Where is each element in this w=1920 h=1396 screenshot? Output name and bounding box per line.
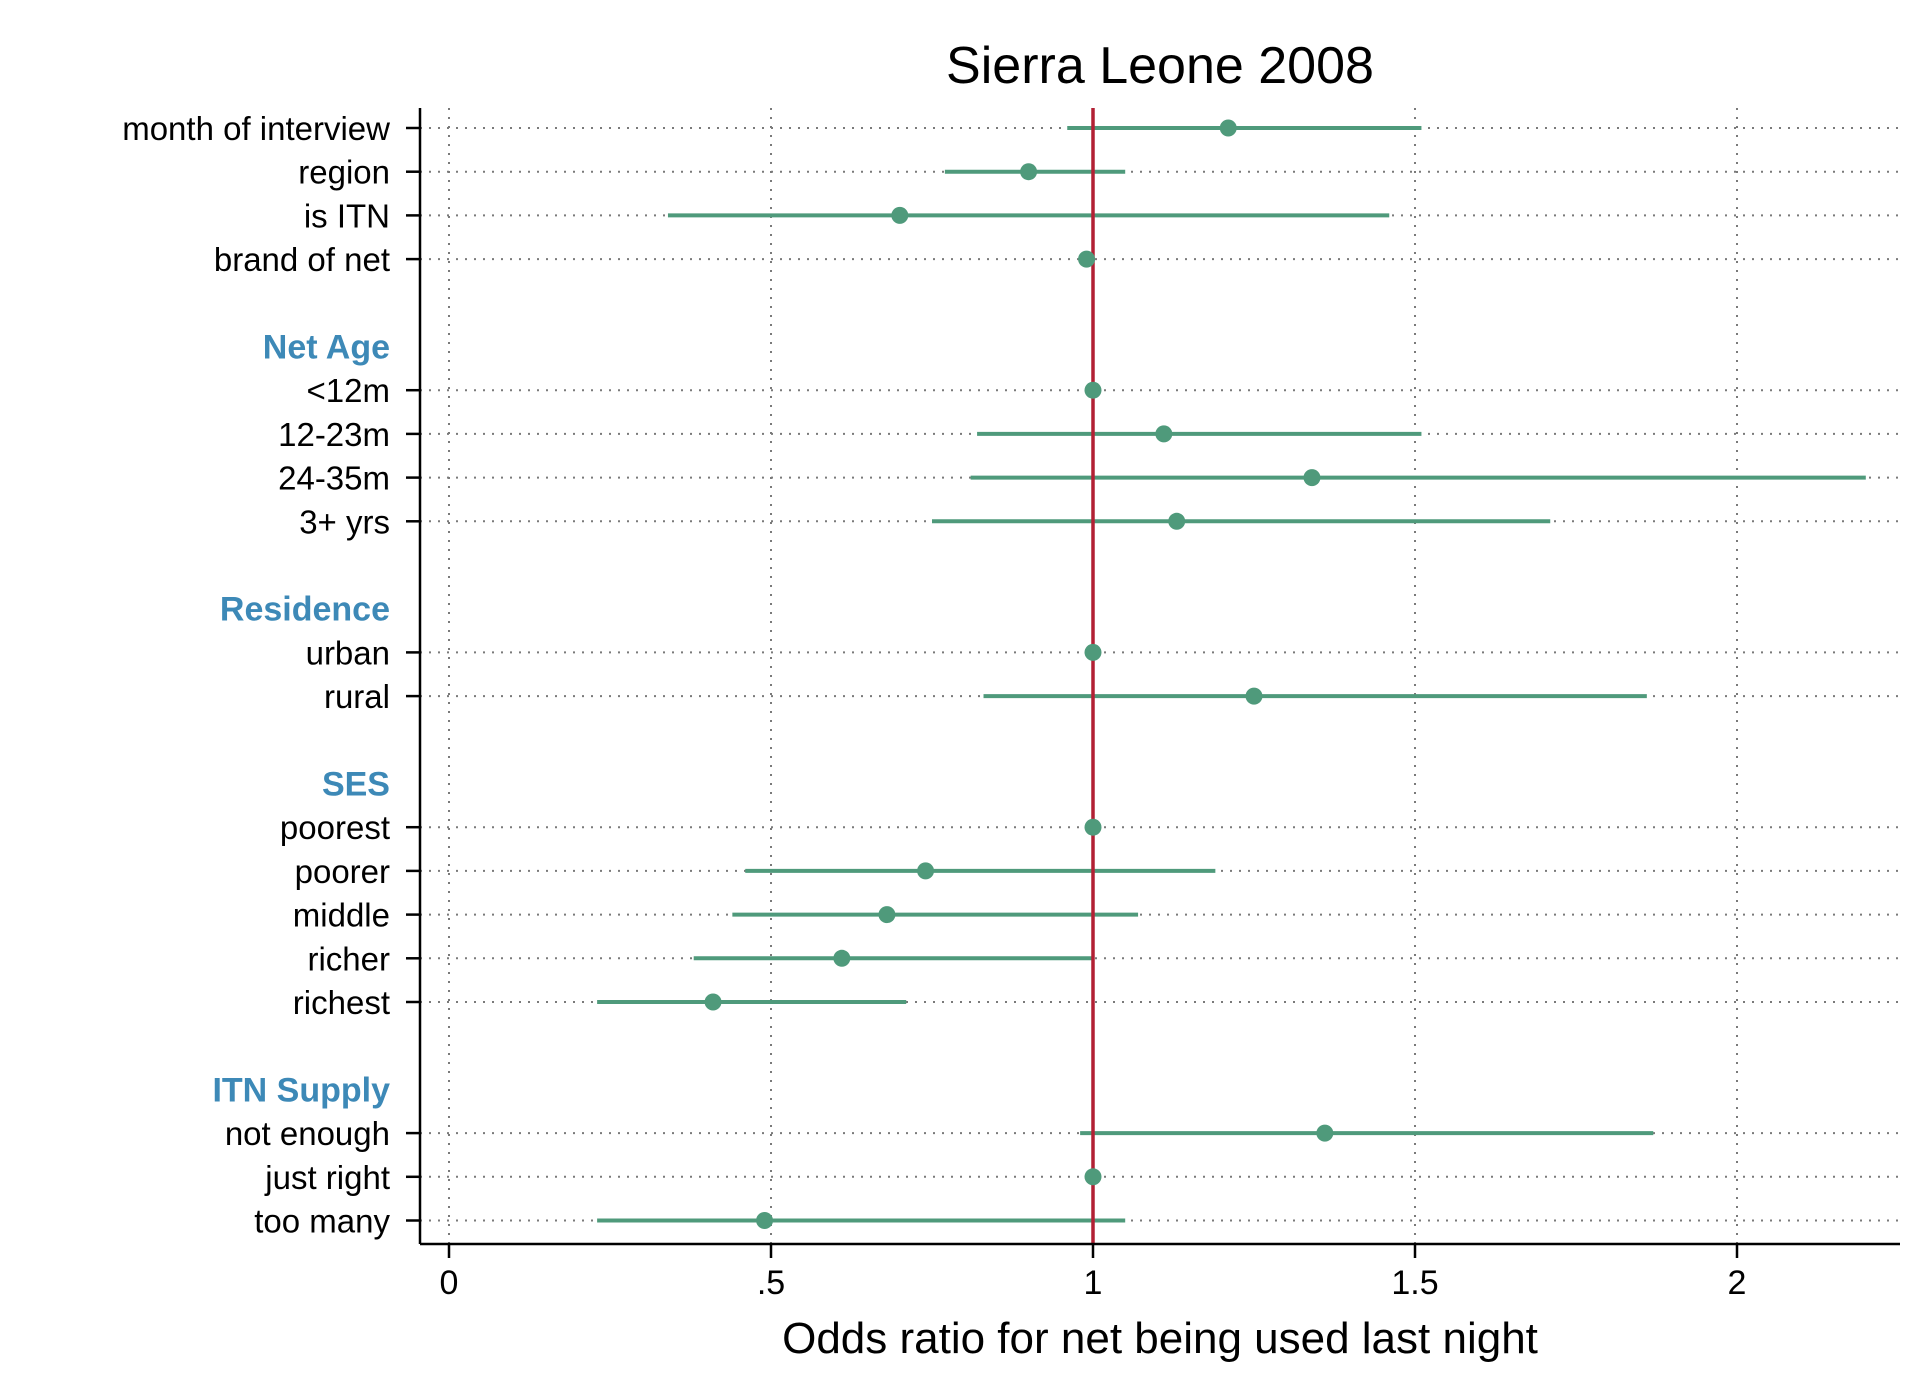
x-tick-labels: 0 .5 1 1.5 2	[440, 1264, 1747, 1302]
row-label: richest	[293, 984, 390, 1021]
point-estimates	[704, 119, 1334, 1229]
point-estimate	[704, 993, 722, 1011]
row-label: not enough	[225, 1115, 390, 1152]
point-estimate	[1168, 512, 1186, 530]
row-label: <12m	[307, 372, 390, 409]
x-axis-label: Odds ratio for net being used last night	[782, 1314, 1538, 1363]
point-estimate	[917, 862, 935, 880]
point-estimate	[1084, 818, 1102, 836]
row-label: middle	[293, 897, 390, 934]
group-header-label: SES	[322, 766, 390, 804]
row-label: month of interview	[122, 110, 390, 147]
row-label: 24-35m	[278, 460, 390, 497]
row-label: poorer	[295, 853, 390, 890]
point-estimate	[891, 206, 909, 224]
row-label: poorest	[280, 809, 390, 846]
row-label: urban	[306, 634, 390, 671]
x-tick-label: 2	[1728, 1264, 1747, 1302]
point-estimate	[1078, 250, 1096, 268]
point-estimate	[878, 906, 896, 924]
row-label: is ITN	[304, 197, 390, 234]
row-labels: month of interview region is ITN brand of n…	[122, 110, 390, 1240]
gridlines	[420, 108, 1900, 1244]
row-label: just right	[264, 1159, 390, 1196]
point-estimate	[1303, 469, 1321, 487]
point-estimate	[1219, 119, 1237, 137]
row-label: 3+ yrs	[299, 503, 390, 540]
row-label: 12-23m	[278, 416, 390, 453]
group-header-label: ITN Supply	[212, 1071, 390, 1109]
confidence-intervals	[597, 126, 1866, 1223]
x-tick-label: 0	[440, 1264, 459, 1302]
point-estimate	[1084, 1168, 1102, 1186]
group-header-label: Residence	[220, 591, 390, 629]
row-label: rural	[324, 678, 390, 715]
point-estimate	[1155, 425, 1173, 443]
row-label: too many	[254, 1203, 390, 1240]
point-estimate	[756, 1212, 774, 1229]
point-estimate	[1084, 643, 1102, 661]
point-estimate	[1245, 687, 1263, 705]
x-tick-label: 1.5	[1391, 1264, 1438, 1302]
x-tick-label: 1	[1084, 1264, 1103, 1302]
axes	[406, 108, 1900, 1258]
row-label: region	[298, 154, 390, 191]
point-estimate	[1316, 1124, 1334, 1142]
row-label: brand of net	[214, 241, 390, 278]
point-estimate	[1084, 381, 1102, 399]
x-tick-label: .5	[757, 1264, 785, 1302]
chart-title: Sierra Leone 2008	[946, 37, 1374, 95]
group-header-label: Net Age	[263, 329, 390, 367]
point-estimate	[833, 949, 851, 967]
point-estimate	[1020, 163, 1038, 181]
row-label: richer	[307, 940, 390, 977]
